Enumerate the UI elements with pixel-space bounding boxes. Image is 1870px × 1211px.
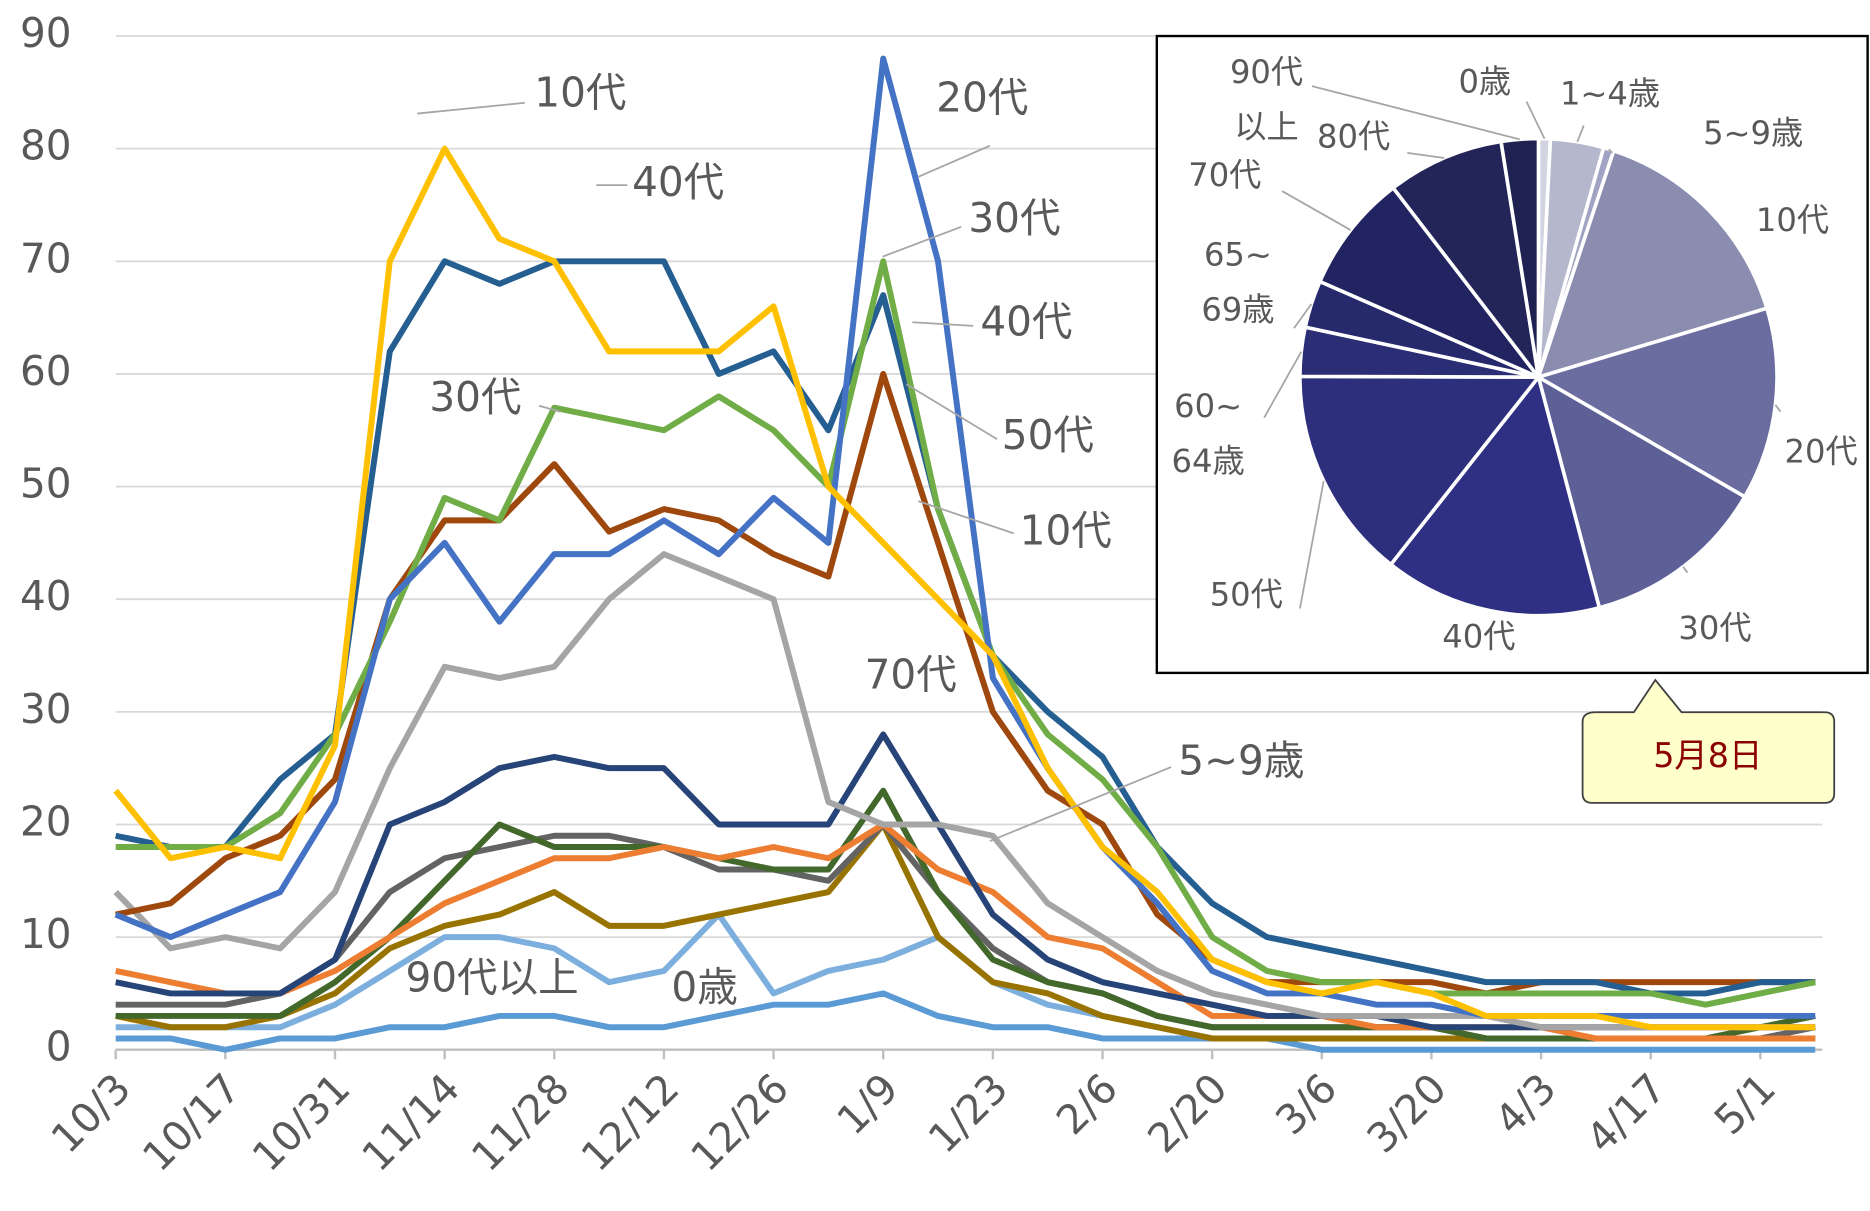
x-tick-label: 3/20 <box>1358 1064 1456 1162</box>
series-line <box>115 821 1816 1042</box>
pie-label: 以上 <box>1234 108 1298 146</box>
pie-label: 69歳 <box>1201 291 1274 329</box>
pie-slice <box>1388 373 1602 618</box>
annotation: 5~9歳 <box>1178 737 1304 785</box>
annotation-leader <box>912 321 974 327</box>
annotation: 40代 <box>980 298 1072 346</box>
x-tick-label: 1/9 <box>828 1064 908 1144</box>
annotation: 90代以上 <box>405 954 578 1002</box>
pie-label: 20代 <box>1785 432 1858 470</box>
y-tick-label: 80 <box>20 122 72 170</box>
pie-label: 70代 <box>1188 156 1261 194</box>
pie-leader <box>1281 190 1352 231</box>
x-tick-label: 10/17 <box>133 1064 250 1181</box>
series-line <box>113 145 1816 1031</box>
pie-slice <box>1390 139 1541 379</box>
y-tick-label: 40 <box>20 572 72 620</box>
pie-leader <box>1407 152 1445 159</box>
x-tick-label: 4/3 <box>1485 1064 1565 1144</box>
series-line <box>113 551 1816 1031</box>
callout-box <box>1581 678 1836 804</box>
annotation-leader <box>918 500 1014 535</box>
x-tick-label: 3/6 <box>1266 1064 1346 1144</box>
series-line <box>115 821 1816 1042</box>
x-tick-label: 2/6 <box>1047 1064 1127 1144</box>
annotation-leader <box>882 226 962 258</box>
pie-label: 0歳 <box>1458 63 1511 101</box>
pie-leader <box>1525 101 1546 140</box>
pie-label: 90代 <box>1230 53 1303 91</box>
pie-slice <box>1317 185 1540 379</box>
x-tick-label: 12/12 <box>572 1064 689 1181</box>
series-line <box>115 787 1816 1042</box>
pie-slice <box>1535 148 1770 380</box>
y-tick-label: 60 <box>20 347 72 395</box>
pie-slice <box>1535 373 1748 610</box>
pie-label: 40代 <box>1442 617 1515 655</box>
annotation: 70代 <box>865 651 957 699</box>
pie-slice <box>1533 306 1779 500</box>
pie-leader <box>1263 351 1303 419</box>
pie-label: 50代 <box>1210 576 1283 614</box>
series-line <box>115 821 1816 1042</box>
y-tick-label: 0 <box>46 1023 72 1071</box>
annotation: 40代 <box>632 158 724 206</box>
pie-label: 65~ <box>1204 236 1272 274</box>
annotation: 30代 <box>968 194 1060 242</box>
x-tick-label: 10/3 <box>42 1064 140 1162</box>
annotation: 50代 <box>1002 411 1094 459</box>
annotation-leader <box>417 101 525 115</box>
pie-leader <box>1293 303 1313 329</box>
annotation-leader <box>989 766 1172 842</box>
pie: 0歳 1~4歳 5~9歳 10代 20代 30代 40代 50代 60~ 64歳 65~ 69歳 70代… <box>1172 53 1858 655</box>
annotation: 10代 <box>534 69 626 117</box>
pie-leader <box>1576 125 1585 143</box>
x-tick-label: 5/1 <box>1705 1064 1785 1144</box>
x-tick-label: 1/23 <box>919 1064 1017 1162</box>
pie-label: 60~ <box>1174 387 1242 425</box>
x-tick-label: 10/31 <box>243 1064 360 1181</box>
y-tick-label: 10 <box>20 910 72 958</box>
y-tick-label: 90 <box>20 9 72 57</box>
pie-label: 64歳 <box>1172 442 1245 480</box>
annotation: 0歳 <box>671 963 737 1011</box>
series-line <box>115 258 1816 1008</box>
pie-leader <box>1299 480 1325 609</box>
x-tick-label: 12/26 <box>681 1064 798 1181</box>
pie-label: 1~4歳 <box>1560 75 1660 113</box>
pie-label: 30代 <box>1678 609 1751 647</box>
callout-text: 5月8日 <box>1653 736 1762 775</box>
pie-slice <box>1298 374 1543 567</box>
pie-leader <box>1311 85 1520 141</box>
annotation: 10代 <box>1020 506 1112 554</box>
annotation-leader <box>917 144 991 178</box>
annotation-leader <box>905 383 998 440</box>
y-tick-label: 30 <box>20 685 72 733</box>
x-tick-label: 4/17 <box>1577 1064 1675 1162</box>
pie-leader <box>1608 148 1614 154</box>
annotation: 20代 <box>936 73 1028 121</box>
x-tick-label: 11/28 <box>462 1064 579 1181</box>
y-tick-label: 70 <box>20 234 72 282</box>
annotation: 30代 <box>429 373 521 421</box>
pie-label: 10代 <box>1756 201 1829 239</box>
series-line <box>115 990 1816 1053</box>
y-tick-label: 20 <box>20 797 72 845</box>
x-tick-label: 2/20 <box>1138 1064 1236 1162</box>
pie-label: 5~9歳 <box>1703 114 1803 152</box>
pie-leader <box>1774 404 1782 413</box>
pie-label: 80代 <box>1317 118 1390 156</box>
y-tick-label: 50 <box>20 460 72 508</box>
pie-leader <box>1682 566 1689 574</box>
annotation-leader <box>538 404 561 413</box>
x-tick-label: 11/14 <box>352 1064 469 1181</box>
